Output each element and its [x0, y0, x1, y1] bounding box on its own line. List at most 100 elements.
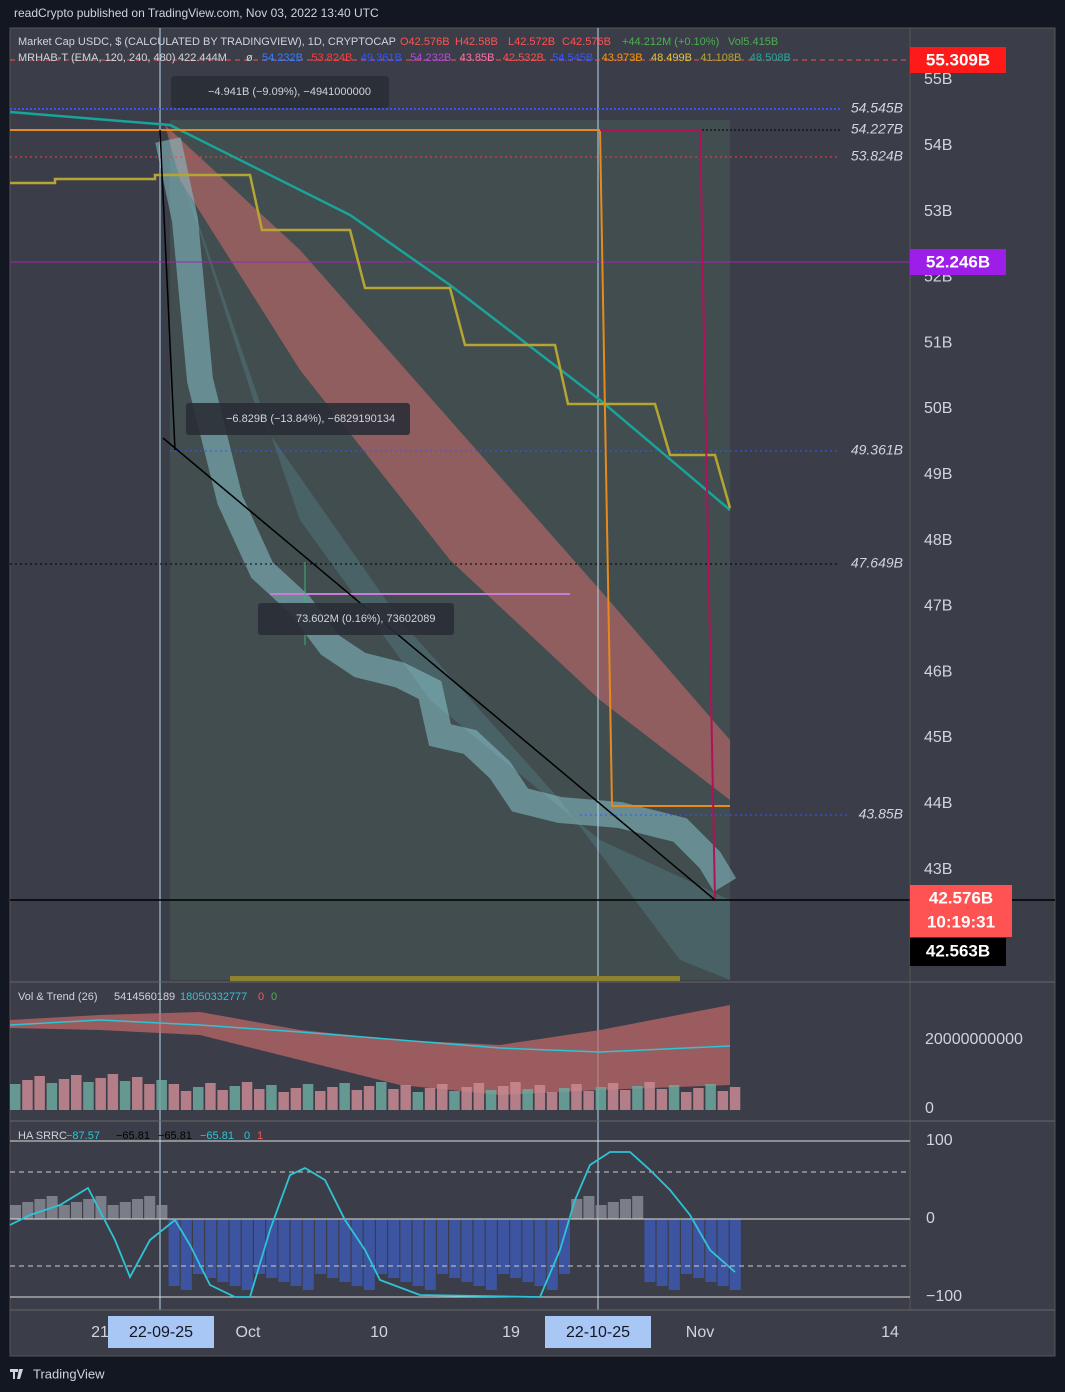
annotation-box — [171, 76, 389, 108]
ema-line — [9, 110, 731, 511]
vol-bar — [534, 1085, 546, 1110]
indicator-value: 48.499B — [651, 52, 692, 64]
ha-bar — [132, 1199, 143, 1219]
ha-bar — [351, 1219, 363, 1286]
panel-value: −87.57 — [66, 1130, 100, 1142]
vol-bar — [351, 1090, 363, 1110]
vol-bar — [144, 1084, 155, 1110]
legend-indicator-value: 422.444M — [178, 52, 227, 64]
price-label: 44B — [924, 795, 952, 812]
vol-bar — [668, 1085, 680, 1110]
panel-value: −65.81 — [200, 1130, 234, 1142]
ha-bar — [58, 1205, 70, 1219]
ha-bar — [302, 1219, 314, 1290]
ha-bar — [107, 1205, 119, 1219]
legend-indicator: MRHAB-T (EMA, 120, 240, 480) — [18, 52, 176, 64]
ha-bar — [278, 1219, 290, 1282]
annotation: 73.602M (0.16%), 73602089 — [296, 613, 435, 625]
ha-bar — [119, 1202, 131, 1219]
vol-bar — [193, 1087, 204, 1110]
ha-bar — [168, 1219, 180, 1286]
vol-bar — [620, 1090, 631, 1110]
axis-label: −100 — [926, 1288, 962, 1305]
ha-bar — [449, 1219, 461, 1278]
level-label: 54.227B — [851, 121, 903, 137]
ha-bar — [522, 1219, 534, 1282]
price-label: 53B — [924, 203, 952, 220]
vol-bar — [58, 1079, 70, 1110]
ha-bar — [571, 1199, 583, 1219]
price-tag-text: 55.309B — [926, 50, 990, 69]
ha-bar — [473, 1219, 485, 1286]
axis-label: 100 — [926, 1132, 953, 1149]
ohlc-value: +44.212M (+0.10%) — [622, 36, 719, 48]
ha-bar — [400, 1219, 412, 1282]
ha-bar — [22, 1202, 34, 1219]
indicator-value: 54.232B — [262, 52, 303, 64]
time-label: 10 — [370, 1324, 388, 1341]
level-label: 43.85B — [859, 806, 903, 822]
price-tag — [910, 885, 1012, 937]
annotation: −4.941B (−9.09%), −4941000000 — [208, 86, 371, 98]
ha-bar — [461, 1219, 473, 1282]
osc-line — [9, 1151, 736, 1298]
annotation-box — [258, 603, 454, 635]
ha-bar — [83, 1199, 95, 1219]
base-bar — [230, 976, 680, 981]
panel-value: 0 — [258, 991, 264, 1003]
vol-bar — [498, 1086, 509, 1110]
ha-bar — [717, 1219, 729, 1286]
vol-bar — [376, 1082, 387, 1110]
vol-bar — [693, 1088, 704, 1110]
indicator-value: 49.361B — [361, 52, 402, 64]
ha-bar — [620, 1199, 631, 1219]
countdown: 10:19:31 — [927, 912, 995, 931]
ha-bar — [485, 1219, 497, 1290]
vol-bar — [681, 1092, 692, 1110]
axis-label: 20000000000 — [925, 1031, 1023, 1048]
price-label: 45B — [924, 729, 952, 746]
price-tag-text: 52.246B — [926, 252, 990, 271]
vol-bar — [156, 1080, 167, 1110]
vol-bar — [217, 1090, 228, 1110]
vol-bar — [10, 1084, 21, 1110]
vol-bar — [729, 1087, 741, 1110]
trend-band — [10, 1005, 730, 1095]
ha-bar — [266, 1219, 278, 1278]
vol-bar — [229, 1086, 241, 1110]
ha-bar — [644, 1219, 656, 1282]
trend-line — [162, 437, 716, 901]
vol-bar — [461, 1087, 472, 1110]
price-label: 54B — [924, 137, 952, 154]
ha-bar — [290, 1219, 302, 1286]
ha-bar — [595, 1205, 607, 1219]
ha-bar — [388, 1219, 400, 1278]
date-label: 22-10-25 — [566, 1324, 630, 1341]
vol-bar — [607, 1083, 619, 1110]
axis-label: 0 — [925, 1100, 934, 1117]
ha-bar — [217, 1219, 229, 1282]
vol-bar — [644, 1082, 655, 1110]
vol-bar — [363, 1086, 375, 1110]
vol-bar — [717, 1091, 729, 1110]
ha-bar — [327, 1219, 339, 1278]
magenta-line — [600, 129, 716, 901]
panel-value: −65.81 — [116, 1130, 150, 1142]
price-label: 46B — [924, 663, 952, 680]
ha-bar — [729, 1219, 741, 1290]
date-box — [545, 1316, 651, 1348]
ohlc-value: C42.576B — [562, 36, 611, 48]
vol-bar — [412, 1092, 424, 1110]
vol-pane: Vol & Trend (26) 5414560189 18050332777 … — [9, 981, 1055, 1117]
price-tag-text: 42.563B — [926, 941, 990, 960]
indicator-value: 42.532B — [503, 52, 544, 64]
ha-bar — [156, 1205, 168, 1219]
level-label: 53.824B — [851, 148, 903, 164]
ha-pane: HA SRRC −87.57 −65.81 −65.81 −65.81 0 1 100 0… — [9, 1120, 1055, 1305]
vol-bar — [302, 1084, 314, 1110]
ha-bar — [241, 1219, 253, 1290]
panel-value: 0 — [271, 991, 277, 1003]
vol-bar — [83, 1082, 94, 1110]
ha-bar — [144, 1196, 156, 1219]
time-axis: 21 Oct 10 19 Nov 14 — [91, 1324, 899, 1341]
